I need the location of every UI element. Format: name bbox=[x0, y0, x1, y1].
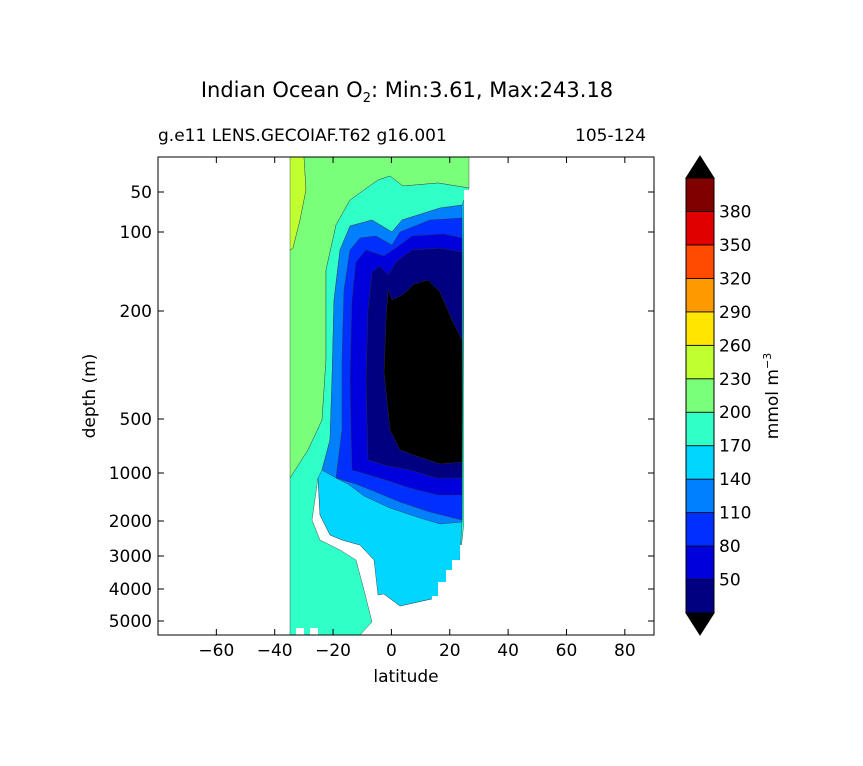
colorbar-segment bbox=[685, 445, 715, 480]
y-tick-label: 500 bbox=[120, 410, 152, 430]
plot-area bbox=[289, 157, 476, 635]
y-tick-label: 4000 bbox=[109, 580, 152, 600]
y-axis-label: depth (m) bbox=[80, 354, 100, 439]
case-name: g.e11 LENS.GECOIAF.T62 g16.001 bbox=[158, 126, 447, 146]
x-tick-label: 60 bbox=[556, 641, 578, 661]
x-axis-label: latitude bbox=[373, 667, 438, 687]
x-tick-label: −20 bbox=[315, 641, 351, 661]
colorbar-extend-min bbox=[685, 612, 715, 636]
colorbar-segment bbox=[685, 244, 715, 279]
colorbar-tick-label: 110 bbox=[719, 504, 751, 524]
colorbar-tick-label: 200 bbox=[719, 403, 751, 423]
x-tick-label: 80 bbox=[614, 641, 636, 661]
colorbar-tick-label: 140 bbox=[719, 470, 751, 490]
y-tick-label: 2000 bbox=[109, 512, 152, 532]
colorbar-segment bbox=[685, 211, 715, 246]
y-tick-label: 200 bbox=[120, 302, 152, 322]
colorbar-segment bbox=[685, 545, 715, 580]
y-tick-label: 50 bbox=[130, 183, 152, 203]
colorbar-segment bbox=[685, 411, 715, 447]
colorbar-segment bbox=[685, 177, 715, 212]
plot-frame bbox=[157, 156, 655, 636]
title-text: Indian Ocean O bbox=[200, 78, 363, 102]
colorbar-tick-label: 50 bbox=[719, 571, 741, 591]
x-tick-label: −60 bbox=[198, 641, 234, 661]
y-tick-label: 100 bbox=[120, 223, 152, 243]
y-tick-label: 1000 bbox=[109, 464, 152, 484]
y-tick-label: 5000 bbox=[109, 612, 152, 632]
colorbar-segment bbox=[685, 512, 715, 547]
x-tick-label: 20 bbox=[439, 641, 461, 661]
x-tick-label: 0 bbox=[386, 641, 397, 661]
year-range: 105-124 bbox=[575, 126, 647, 146]
colorbar-tick-label: 170 bbox=[719, 437, 751, 457]
colorbar-tick-label: 380 bbox=[719, 202, 751, 222]
colorbar-tick-label: 230 bbox=[719, 370, 751, 390]
colorbar-tick-label: 260 bbox=[719, 336, 751, 356]
colorbar-extend-max bbox=[685, 155, 715, 179]
y-axis: 50 100 200 500 1000 2000 3000 4000 5000 bbox=[109, 183, 654, 632]
colorbar-segment bbox=[685, 277, 715, 313]
colorbar-tick-label: 290 bbox=[719, 303, 751, 323]
title-subscript: 2 bbox=[362, 91, 371, 107]
colorbar-label: mmol m−3 bbox=[761, 353, 783, 439]
colorbar-segment bbox=[685, 478, 715, 514]
colorbar-tick-label: 350 bbox=[719, 236, 751, 256]
colorbar-segment bbox=[685, 579, 715, 614]
colorbar-tick-label: 80 bbox=[719, 537, 741, 557]
colorbar-tick-label: 320 bbox=[719, 269, 751, 289]
x-tick-label: 40 bbox=[497, 641, 519, 661]
title-stats: : Min:3.61, Max:243.18 bbox=[371, 78, 614, 102]
colorbar-segment bbox=[685, 311, 715, 346]
colorbar-segment bbox=[685, 378, 715, 413]
colorbar-label-text: mmol m bbox=[763, 369, 783, 439]
y-tick-label: 3000 bbox=[109, 547, 152, 567]
colorbar: 50 80 110 140 170 200 230 260 290 320 350 380 bbox=[685, 155, 751, 636]
land-mask bbox=[296, 190, 476, 635]
x-axis: −60 −40 −20 0 20 40 60 80 bbox=[198, 157, 636, 661]
x-tick-label: −40 bbox=[257, 641, 293, 661]
chart-title: Indian Ocean O2: Min:3.61, Max:243.18 bbox=[0, 78, 814, 106]
colorbar-label-superscript: −3 bbox=[761, 353, 774, 369]
contour-fill-min bbox=[383, 279, 463, 465]
colorbar-segment bbox=[685, 344, 715, 380]
colorbar-frame bbox=[685, 177, 715, 614]
